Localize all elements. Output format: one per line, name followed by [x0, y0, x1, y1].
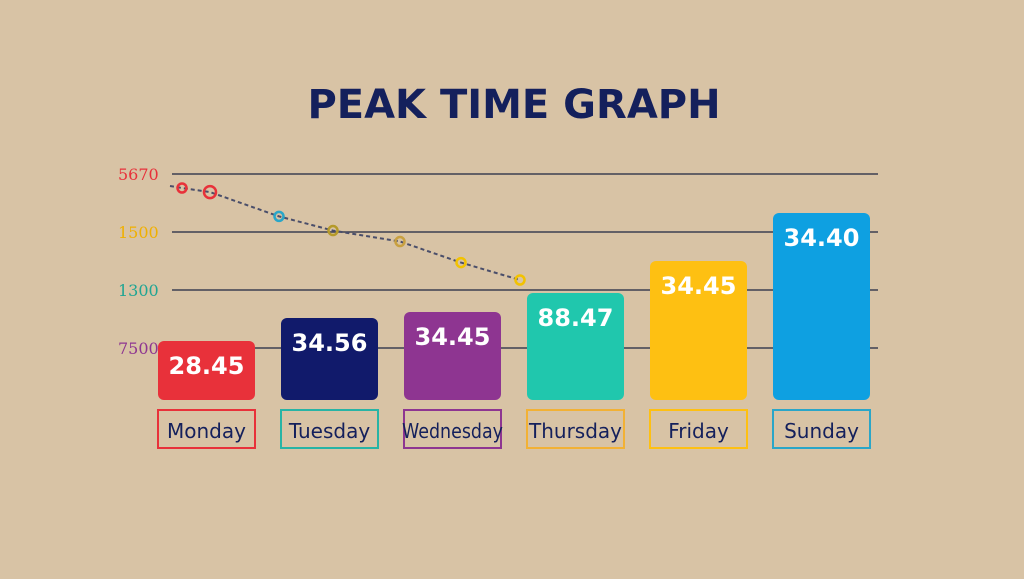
y-tick-label: 7500	[118, 339, 159, 358]
category-box	[649, 409, 748, 449]
category-label: Tuesday	[288, 419, 371, 443]
bar-data-label: 28.45	[169, 352, 245, 380]
trend-marker	[327, 224, 339, 237]
category-box	[280, 409, 379, 449]
trend-marker	[394, 235, 406, 248]
chart-title: PEAK TIME GRAPH	[307, 82, 720, 128]
category-labels: Monday Tuesday Wednesday Thursday Friday Sund…	[157, 409, 871, 449]
category-box	[403, 409, 502, 449]
category-label: Sunday	[784, 419, 859, 443]
bar	[650, 261, 747, 400]
trend-marker	[202, 184, 218, 200]
category-box	[772, 409, 871, 449]
trend-marker	[176, 182, 188, 194]
bar-data-label: 34.45	[415, 323, 491, 351]
trend-polyline	[169, 185, 521, 281]
y-tick-label: 1500	[118, 223, 159, 242]
trend-marker	[514, 274, 526, 286]
category-box	[157, 409, 256, 449]
bar-data-label: 34.45	[661, 272, 737, 300]
y-tick-label: 5670	[118, 165, 159, 184]
y-axis-ticks: 5670 1500 1300 7500	[118, 165, 159, 358]
bars: 28.45 34.56 34.45 88.47 34.45 34.40	[158, 213, 870, 400]
category-label: Friday	[668, 419, 729, 443]
trend-marker	[273, 210, 285, 223]
bar-data-label: 88.47	[538, 304, 614, 332]
bar	[281, 318, 378, 400]
category-label: Thursday	[528, 419, 622, 443]
trend-marker	[455, 256, 467, 269]
bar	[773, 213, 870, 400]
bar	[404, 312, 501, 400]
gridlines	[172, 173, 878, 349]
bar-data-label: 34.40	[784, 224, 860, 252]
category-label: Wednesday	[402, 419, 503, 443]
bar	[527, 293, 624, 400]
bar	[158, 341, 255, 400]
category-label: Monday	[167, 419, 246, 443]
trend-line	[169, 182, 526, 286]
category-box	[526, 409, 625, 449]
bar-data-label: 34.56	[292, 329, 368, 357]
y-tick-label: 1300	[118, 281, 159, 300]
